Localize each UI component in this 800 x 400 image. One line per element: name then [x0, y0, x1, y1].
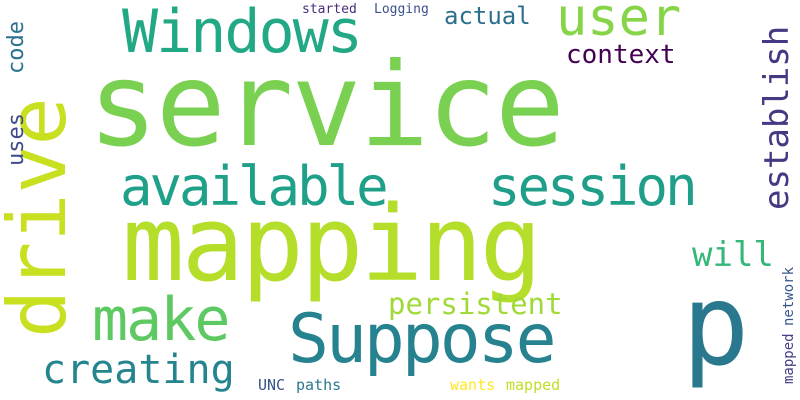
word-unc: UNC	[258, 378, 285, 393]
word-context: context	[566, 42, 676, 68]
word-user-text: user	[556, 0, 682, 48]
word-persistent: persistent	[388, 290, 563, 319]
word-windows-text: Windows	[122, 0, 363, 67]
word-will-text: will	[692, 235, 774, 275]
word-uses: uses	[4, 113, 29, 166]
word-network-text: network	[781, 266, 797, 326]
word-available: available	[120, 155, 389, 218]
word-session-text: session	[488, 155, 698, 218]
word-wants: wants	[450, 378, 495, 393]
word-actual: actual	[444, 4, 531, 28]
word-p: p	[682, 270, 749, 382]
word-actual-text: actual	[444, 2, 531, 30]
word-suppose: Suppose	[288, 300, 557, 379]
word-paths-text: paths	[296, 376, 342, 394]
word-make: make	[92, 285, 230, 355]
word-establish: establish	[757, 25, 797, 210]
word-wants-text: wants	[450, 376, 496, 394]
word-code: code	[4, 21, 29, 74]
word-mapping: mapping	[122, 183, 542, 305]
word-context-text: context	[566, 40, 676, 70]
word-mapped-horizontal: mapped	[506, 378, 560, 393]
word-started-text: started	[302, 2, 357, 17]
word-service-text: service	[88, 38, 565, 173]
word-mapped-vertical: mapped	[781, 333, 797, 384]
word-p-text: p	[682, 261, 750, 391]
word-session: session	[488, 155, 698, 218]
word-available-text: available	[120, 155, 389, 218]
word-creating-text: creating	[42, 347, 235, 393]
word-code-text: code	[4, 21, 29, 74]
word-mapping-text: mapping	[122, 183, 542, 305]
word-unc-text: UNC	[258, 376, 286, 394]
word-creating: creating	[42, 350, 235, 390]
word-started: started	[302, 3, 357, 16]
word-service: service	[88, 38, 565, 173]
word-paths: paths	[296, 378, 341, 393]
word-persistent-text: persistent	[388, 287, 563, 321]
word-establish-text: establish	[757, 25, 797, 210]
word-uses-text: uses	[4, 113, 29, 166]
word-make-text: make	[92, 285, 230, 355]
word-user: user	[556, 0, 681, 44]
word-mapped-horizontal-text: mapped	[506, 376, 561, 394]
word-windows: Windows	[122, 0, 363, 67]
word-suppose-text: Suppose	[288, 300, 557, 379]
word-logging: Logging	[374, 3, 429, 16]
word-logging-text: Logging	[374, 2, 429, 17]
word-will: will	[692, 238, 774, 272]
word-network: network	[781, 266, 797, 326]
word-mapped-vertical-text: mapped	[781, 333, 797, 384]
